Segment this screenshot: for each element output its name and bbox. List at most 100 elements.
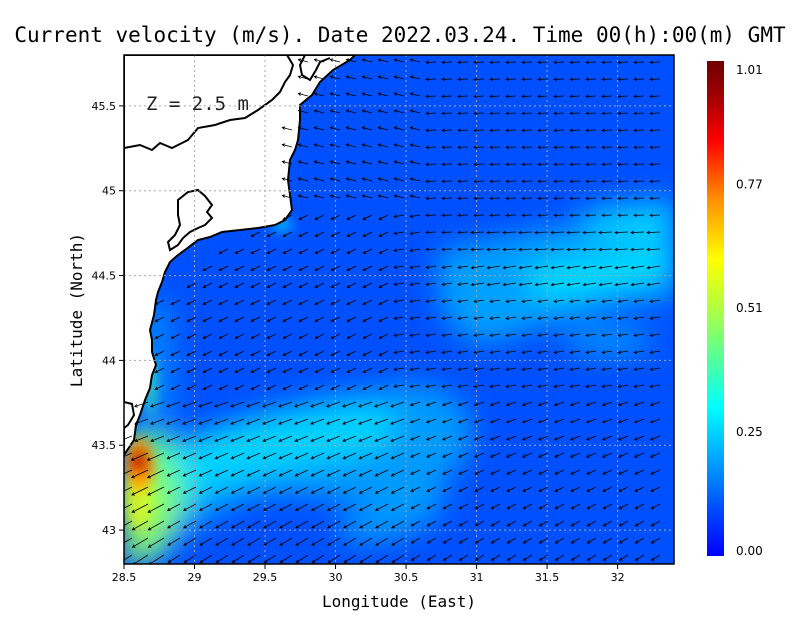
velocity-arrow: [278, 486, 293, 494]
velocity-arrow: [634, 452, 645, 458]
velocity-arrow: [649, 196, 661, 201]
velocity-arrow: [538, 554, 549, 561]
velocity-arrow: [314, 316, 325, 322]
velocity-arrow: [218, 299, 229, 305]
velocity-arrow: [425, 367, 437, 371]
velocity-arrow: [343, 537, 357, 546]
velocity-arrow: [147, 520, 165, 531]
velocity-arrow: [199, 554, 213, 563]
x-tick-label: 28.5: [112, 571, 137, 584]
velocity-arrow: [457, 128, 469, 133]
velocity-arrow: [441, 77, 453, 82]
velocity-arrow: [538, 469, 549, 475]
velocity-arrow: [534, 247, 549, 252]
velocity-arrow: [346, 299, 357, 305]
velocity-arrow: [598, 230, 613, 235]
velocity-arrow: [586, 469, 597, 475]
velocity-arrow: [393, 231, 405, 235]
velocity-arrow: [310, 486, 325, 494]
velocity-arrow: [343, 554, 357, 563]
velocity-arrow: [521, 401, 533, 407]
velocity-arrow: [569, 77, 581, 82]
velocity-arrow: [442, 554, 453, 561]
velocity-arrow: [470, 282, 485, 287]
velocity-arrow: [550, 282, 565, 287]
velocity-arrow: [569, 435, 581, 441]
velocity-arrow: [166, 469, 181, 477]
velocity-arrow: [314, 265, 325, 271]
velocity-arrow: [442, 469, 453, 475]
velocity-arrow: [617, 213, 629, 218]
velocity-arrow: [134, 418, 149, 425]
velocity-arrow: [393, 350, 405, 354]
velocity-arrow: [374, 486, 389, 494]
velocity-arrow: [518, 230, 533, 235]
velocity-arrow: [214, 452, 229, 460]
velocity-arrow: [534, 282, 549, 287]
velocity-arrow: [166, 503, 181, 511]
velocity-arrow: [311, 537, 325, 546]
velocity-arrow: [358, 486, 373, 494]
velocity-arrow: [598, 282, 613, 287]
velocity-arrow: [330, 299, 341, 305]
velocity-arrow: [170, 316, 181, 322]
colorbar-tick-label: 0.25: [736, 425, 763, 439]
velocity-arrow: [132, 554, 149, 564]
velocity-arrow: [650, 537, 661, 544]
velocity-arrow: [585, 333, 597, 337]
velocity-arrow: [314, 384, 325, 390]
velocity-arrow: [569, 367, 581, 371]
velocity-arrow: [124, 452, 133, 457]
velocity-arrow: [522, 537, 533, 544]
velocity-arrow: [278, 503, 293, 511]
velocity-arrow: [409, 350, 421, 354]
velocity-arrow: [215, 554, 229, 563]
velocity-arrow: [473, 350, 485, 354]
velocity-arrow: [633, 316, 645, 320]
velocity-arrow: [522, 520, 533, 527]
velocity-arrow: [614, 265, 629, 270]
velocity-arrow: [231, 554, 245, 563]
velocity-arrow: [585, 367, 597, 371]
velocity-arrow: [634, 537, 645, 544]
velocity-arrow: [198, 452, 213, 460]
velocity-arrow: [282, 282, 293, 288]
velocity-arrow: [602, 554, 613, 561]
velocity-arrow: [649, 350, 661, 354]
velocity-arrow: [393, 177, 405, 182]
velocity-arrow: [234, 265, 245, 271]
velocity-arrow: [362, 367, 373, 373]
velocity-arrow: [310, 401, 325, 408]
velocity-arrow: [278, 401, 293, 408]
velocity-arrow: [474, 520, 485, 527]
velocity-arrow: [634, 486, 645, 492]
velocity-arrow: [554, 520, 565, 527]
velocity-arrow: [441, 367, 453, 371]
velocity-arrow: [198, 418, 213, 425]
velocity-arrow: [314, 350, 325, 356]
velocity-arrow: [566, 247, 581, 252]
velocity-arrow: [553, 77, 565, 82]
velocity-arrow: [554, 452, 565, 458]
velocity-arrow: [362, 350, 373, 356]
velocity-arrow: [410, 503, 421, 510]
velocity-arrow: [457, 162, 469, 167]
velocity-arrow: [585, 196, 597, 201]
velocity-arrow: [131, 486, 149, 496]
velocity-arrow: [506, 452, 517, 458]
velocity-arrow: [586, 554, 597, 561]
velocity-arrow: [346, 384, 357, 390]
velocity-arrow: [311, 554, 325, 563]
velocity-arrow: [313, 109, 325, 114]
velocity-arrow: [521, 333, 533, 337]
velocity-arrow: [282, 214, 293, 220]
velocity-arrow: [391, 537, 405, 546]
velocity-arrow: [537, 60, 549, 65]
velocity-arrow: [601, 77, 613, 82]
velocity-arrow: [441, 179, 453, 184]
velocity-arrow: [266, 282, 277, 288]
velocity-arrow: [425, 111, 437, 116]
velocity-arrow: [441, 162, 453, 167]
velocity-arrow: [570, 503, 581, 510]
velocity-arrow: [554, 469, 565, 475]
